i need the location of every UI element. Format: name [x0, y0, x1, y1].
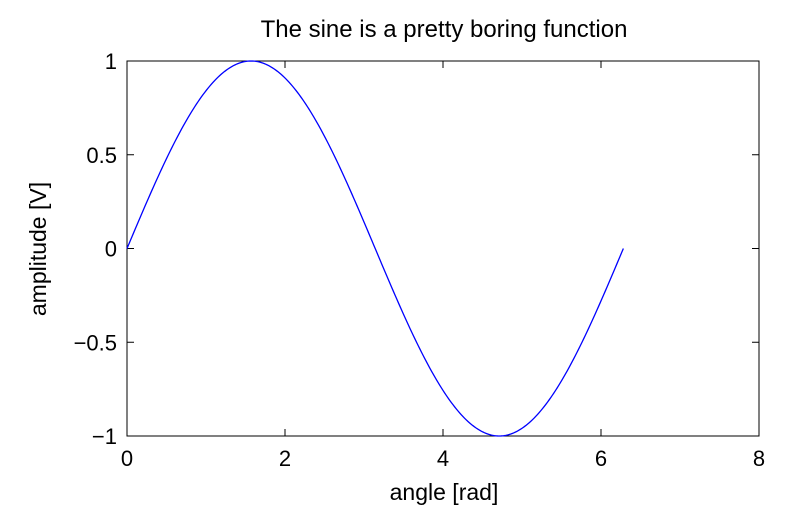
x-tick-label: 4: [437, 446, 449, 471]
chart-title: The sine is a pretty boring function: [261, 16, 628, 43]
x-tick-label: 8: [753, 446, 765, 471]
axes-box: [126, 60, 760, 437]
x-tick-label: 6: [595, 446, 607, 471]
y-tick-label: 1: [105, 49, 117, 74]
sine-series-line: [126, 60, 624, 437]
x-tick-label: 0: [121, 446, 133, 471]
y-axis-title: amplitude [V]: [25, 182, 51, 316]
x-axis-title: angle [rad]: [390, 479, 499, 505]
y-tick-label: −1: [92, 424, 117, 449]
plot-area: 0 2 4 6 8 −1 −0.5 0 0.5 1: [74, 49, 766, 471]
x-tick-label: 2: [279, 446, 291, 471]
y-tick-label: 0.5: [86, 143, 117, 168]
y-tick-label: 0: [105, 237, 117, 262]
y-tick-label: −0.5: [74, 330, 117, 355]
